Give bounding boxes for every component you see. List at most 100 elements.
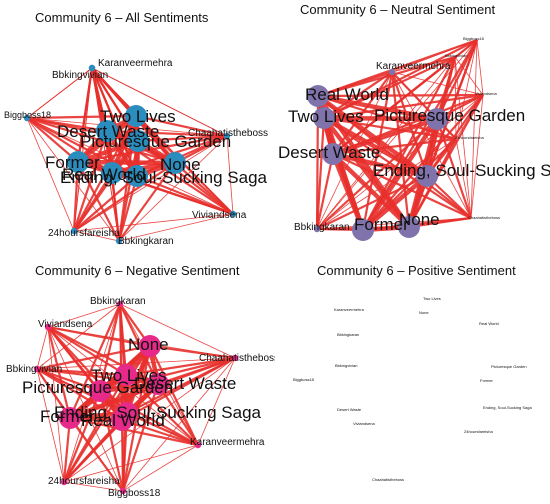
graph-edge bbox=[455, 138, 472, 219]
graph-node bbox=[194, 441, 202, 449]
graph-edge bbox=[63, 481, 124, 492]
graph-node bbox=[125, 105, 147, 127]
graph-node bbox=[307, 85, 329, 107]
graph-edge bbox=[118, 213, 234, 242]
graph-node bbox=[119, 487, 127, 495]
node-label: Biggboss18 bbox=[463, 36, 485, 41]
graph-node bbox=[398, 216, 420, 238]
graph-edge bbox=[121, 357, 236, 421]
node-label: Biggboss18 bbox=[293, 377, 315, 382]
node-label: Chaahatistheboss bbox=[188, 128, 268, 139]
node-label: Biggboss18 bbox=[4, 110, 51, 120]
node-label: Ending, Soul-Sucking Saga bbox=[60, 168, 268, 187]
node-label: Viviandsena bbox=[475, 91, 497, 96]
panel-title: Community 6 – Neutral Sentiment bbox=[300, 2, 496, 17]
graph-edge bbox=[26, 117, 75, 232]
graph-node bbox=[352, 219, 374, 241]
graph-edge bbox=[391, 71, 484, 96]
graph-node bbox=[223, 132, 231, 140]
graph-edge bbox=[117, 140, 140, 242]
graph-edge bbox=[26, 117, 79, 163]
graph-node bbox=[164, 152, 186, 174]
node-label: Bbkingkaran bbox=[294, 222, 350, 233]
graph-node bbox=[101, 162, 123, 184]
graph-edge bbox=[317, 93, 438, 122]
graph-edge bbox=[332, 151, 428, 179]
node-label: Picturesque Garden bbox=[80, 132, 231, 151]
graph-edge bbox=[197, 357, 236, 446]
graph-node bbox=[96, 120, 118, 142]
graph-edge bbox=[73, 135, 228, 232]
graph-node bbox=[231, 354, 239, 362]
panel-all-sentiments: Community 6 – All Sentiments Karanveerme… bbox=[0, 0, 275, 252]
graph-edge bbox=[99, 390, 199, 446]
graph-edge bbox=[73, 230, 120, 242]
node-label: Desert Waste bbox=[134, 374, 236, 393]
node-label: Two Lives bbox=[423, 296, 441, 301]
graph-edge bbox=[68, 303, 122, 419]
nodes bbox=[23, 64, 237, 245]
node-label: Biggboss18 bbox=[108, 488, 161, 499]
node-label: Bbkingvivian bbox=[335, 363, 357, 368]
graph-node bbox=[416, 165, 438, 187]
node-label: None bbox=[128, 335, 169, 354]
node-label: Viviandsena bbox=[353, 421, 375, 426]
graph-edge bbox=[137, 134, 228, 143]
graph-edge bbox=[323, 56, 456, 119]
graph-edge bbox=[125, 356, 236, 377]
graph-node bbox=[126, 165, 148, 187]
graph-edge bbox=[454, 56, 484, 96]
graph-edge bbox=[315, 153, 335, 230]
graph-edge bbox=[331, 152, 411, 229]
node-label: Viviandsena bbox=[38, 319, 93, 330]
graph-edge bbox=[69, 416, 199, 447]
graph-edge bbox=[332, 137, 457, 156]
graph-edge bbox=[316, 56, 456, 230]
node-label: Karanveermehra bbox=[190, 437, 265, 448]
graph-edge bbox=[119, 303, 236, 359]
graph-edge bbox=[317, 55, 456, 98]
graph-edge bbox=[135, 114, 228, 138]
node-label: Bbkingvivian bbox=[6, 364, 62, 375]
graph-edge bbox=[317, 93, 484, 98]
graph-edge bbox=[73, 162, 176, 232]
graph-node bbox=[89, 380, 111, 402]
node-label: Chaahatistheboss bbox=[372, 477, 404, 482]
graph-edge bbox=[77, 134, 228, 164]
node-label: Two Lives bbox=[91, 366, 167, 385]
graph-node bbox=[70, 227, 78, 235]
graph-edge bbox=[476, 39, 484, 96]
graph-edge bbox=[91, 67, 228, 137]
node-label: Former bbox=[354, 215, 409, 234]
graph-edge bbox=[315, 117, 326, 230]
nodes bbox=[307, 68, 448, 241]
node-label: 24hoursfareisha bbox=[455, 135, 484, 140]
graph-edge bbox=[36, 368, 65, 483]
graph-edge bbox=[174, 162, 234, 215]
graph-edge bbox=[26, 114, 137, 120]
graph-edge bbox=[47, 326, 65, 483]
graph-node bbox=[115, 364, 137, 386]
node-label: Two Lives bbox=[100, 107, 176, 126]
graph-edge bbox=[470, 94, 484, 219]
graph-edge bbox=[36, 367, 101, 393]
node-label: Real World bbox=[305, 85, 389, 104]
node-label: None bbox=[399, 210, 440, 229]
node-label: None bbox=[160, 155, 201, 174]
graph-edge bbox=[470, 39, 478, 219]
node-label: Ending, Soul-Sucking Saga bbox=[373, 161, 550, 180]
graph-edge bbox=[118, 135, 228, 242]
graph-edge bbox=[77, 159, 176, 166]
graph-edge bbox=[120, 419, 125, 492]
graph-edge bbox=[73, 213, 234, 232]
graph-edge bbox=[69, 417, 124, 492]
panel-neutral-sentiment: Community 6 – Neutral Sentiment Biggboss… bbox=[275, 0, 550, 252]
graph-edge bbox=[99, 356, 236, 393]
graph-edge bbox=[316, 175, 428, 230]
node-label: Bbkingkaran bbox=[337, 332, 359, 337]
graph-node bbox=[44, 323, 52, 331]
graph-edge bbox=[332, 153, 472, 219]
graph-edge bbox=[63, 444, 199, 483]
node-label: Karanveermehra bbox=[334, 307, 365, 312]
